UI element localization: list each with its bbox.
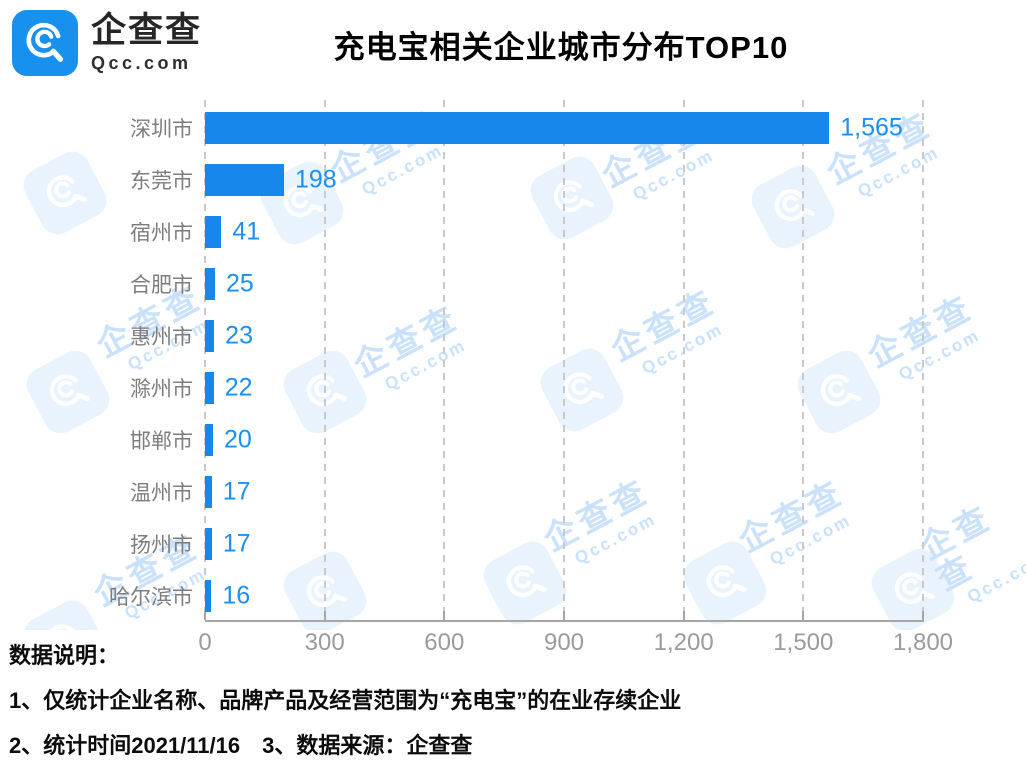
- qcc-watermark-logo-icon: [745, 159, 841, 255]
- watermark-tile: [254, 155, 350, 251]
- qcc-watermark-logo-icon: [677, 535, 773, 630]
- value-label: 17: [222, 529, 251, 558]
- x-tick-label: 300: [304, 629, 345, 656]
- axis-tick-mark: [204, 611, 206, 620]
- value-label: 25: [225, 269, 254, 298]
- value-label: 20: [223, 425, 252, 454]
- x-axis-line: [205, 620, 924, 622]
- x-tick-label: 1,200: [653, 629, 714, 656]
- value-label: 198: [294, 165, 337, 194]
- chart-row: 哈尔滨市 16: [0, 570, 1026, 622]
- watermark-tile: [20, 344, 116, 440]
- bar: [205, 268, 215, 300]
- brand-name: 企查查: [91, 10, 203, 50]
- qcc-watermark-logo-icon: [254, 155, 350, 251]
- watermark-tile: [865, 542, 961, 630]
- category-label: 扬州市: [130, 534, 193, 557]
- qcc-watermark-logo-icon: [17, 145, 113, 241]
- axis-tick-mark: [443, 611, 446, 620]
- category-label: 深圳市: [130, 118, 193, 141]
- watermark-tile: [17, 145, 113, 241]
- qcc-watermark-logo-icon: [865, 542, 961, 630]
- bar: [205, 528, 212, 560]
- category-label: 惠州市: [130, 326, 193, 349]
- watermark-tile: [534, 342, 630, 438]
- chart-row: 惠州市 23: [0, 310, 1026, 362]
- notes-heading: 数据说明：: [9, 643, 120, 668]
- bar-rows: 深圳市 1,565 东莞市 198 宿州市 41 合肥市 25 惠州市 23 滁州市 22 邯郸市 20 温…: [0, 102, 1026, 622]
- category-label: 合肥市: [130, 274, 193, 297]
- category-label: 滁州市: [130, 378, 193, 401]
- qcc-logo-icon: [12, 10, 78, 76]
- watermark-tile: [17, 594, 113, 630]
- chart-row: 扬州市 17: [0, 518, 1026, 570]
- qcc-watermark-logo-icon: [17, 594, 113, 630]
- value-label: 1,565: [840, 113, 903, 142]
- watermark-layer: 企查查 Qcc.com 企查查 Qcc.com 企查查 Qcc.com 企查查 Qcc.com…: [0, 95, 1026, 630]
- value-label: 23: [225, 321, 253, 350]
- watermark-tile: [791, 344, 887, 440]
- chart-row: 宿州市 41: [0, 206, 1026, 258]
- category-label: 温州市: [130, 482, 193, 505]
- bar: [205, 112, 830, 144]
- watermark-tile: [745, 159, 841, 255]
- bar: [205, 476, 212, 508]
- value-label: 41: [232, 217, 261, 246]
- gridline: [323, 100, 326, 620]
- watermark-tile: [477, 535, 573, 630]
- chart-title: 充电宝相关企业城市分布TOP10: [333, 30, 789, 65]
- gridline: [682, 100, 685, 620]
- category-label: 哈尔滨市: [109, 586, 193, 609]
- bar: [205, 580, 212, 612]
- gridline: [802, 100, 805, 620]
- axis-tick-mark: [682, 611, 685, 620]
- chart-row: 邯郸市 20: [0, 414, 1026, 466]
- qcc-watermark-logo-icon: [477, 535, 573, 630]
- qcc-logo: 企查查 Qcc.com: [12, 10, 202, 76]
- chart-row: 温州市 17: [0, 466, 1026, 518]
- bar: [205, 372, 214, 404]
- bar: [205, 216, 222, 248]
- axis-tick-mark: [563, 611, 565, 620]
- gridline: [922, 100, 924, 620]
- gridline: [563, 100, 565, 620]
- bar: [205, 424, 213, 456]
- chart-row: 深圳市 1,565: [0, 102, 1026, 154]
- value-label: 17: [222, 477, 251, 506]
- axis-tick-mark: [323, 611, 326, 620]
- gridline: [443, 100, 446, 620]
- qcc-spiral-icon: [26, 22, 64, 62]
- category-label: 东莞市: [130, 170, 193, 193]
- value-label: 16: [222, 581, 251, 610]
- notes-line-1: 1、仅统计企业名称、品牌产品及经营范围为“充电宝”的在业存续企业: [9, 688, 682, 713]
- chart-row: 合肥市 25: [0, 258, 1026, 310]
- axis-tick-mark: [802, 611, 805, 620]
- x-tick-label: 1,800: [892, 629, 954, 656]
- x-tick-label: 1,500: [773, 629, 834, 656]
- category-label: 邯郸市: [130, 430, 193, 453]
- x-tick-label: 0: [198, 629, 212, 656]
- qcc-watermark-logo-icon: [791, 344, 887, 440]
- category-label: 宿州市: [130, 222, 193, 245]
- gridline: [204, 100, 206, 620]
- qcc-watermark-logo-icon: [534, 342, 630, 438]
- bar: [205, 164, 284, 196]
- chart-row: 东莞市 198: [0, 154, 1026, 206]
- axis-tick-mark: [922, 611, 924, 620]
- x-tick-label: 600: [424, 629, 465, 656]
- footnotes: 数据说明： 1、仅统计企业名称、品牌产品及经营范围为“充电宝”的在业存续企业 2…: [9, 633, 681, 765]
- x-tick-label: 900: [543, 629, 585, 656]
- brand-domain: Qcc.com: [91, 53, 192, 74]
- bar: [205, 320, 215, 352]
- qcc-watermark-logo-icon: [20, 344, 116, 440]
- notes-line-2: 2、统计时间2021/11/16 3、数据来源：企查查: [9, 733, 473, 758]
- brand-text-block: 企查查 Qcc.com: [91, 10, 202, 76]
- watermark-tile: [677, 535, 773, 630]
- chart-row: 滁州市 22: [0, 362, 1026, 414]
- value-label: 22: [224, 373, 253, 402]
